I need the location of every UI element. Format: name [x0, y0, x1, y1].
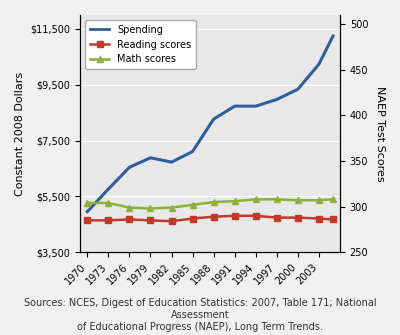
Legend: Spending, Reading scores, Math scores: Spending, Reading scores, Math scores [85, 20, 196, 69]
Text: Sources: NCES, Digest of Education Statistics: 2007, Table 171; National Assessm: Sources: NCES, Digest of Education Stati… [24, 298, 376, 332]
Y-axis label: NAEP Test Scores: NAEP Test Scores [375, 86, 385, 182]
Y-axis label: Constant 2008 Dollars: Constant 2008 Dollars [15, 72, 25, 196]
